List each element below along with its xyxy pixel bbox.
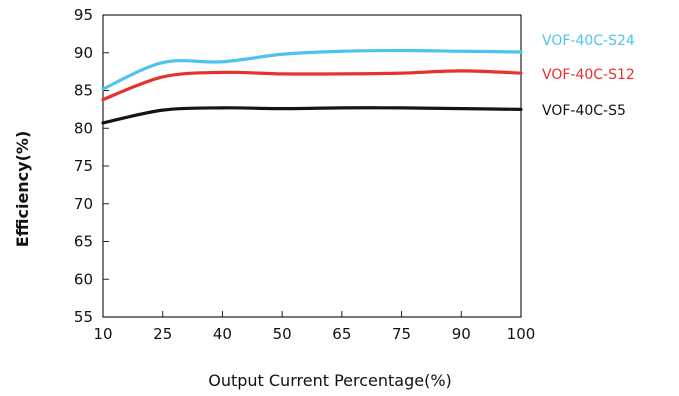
y-tick-label: 65 (74, 233, 93, 251)
series-lines (101, 48, 523, 125)
y-tick-label: 70 (74, 195, 93, 213)
x-tick-label: 10 (93, 325, 112, 343)
y-tick-label: 90 (74, 44, 93, 62)
y-tick-label: 85 (74, 82, 93, 100)
y-tick-label: 95 (74, 6, 93, 24)
plot-area (102, 14, 522, 318)
x-tick-label: 25 (153, 325, 172, 343)
y-axis-ticks: 95 90 85 80 75 70 65 60 55 (74, 6, 109, 326)
x-tick-label: 50 (273, 325, 292, 343)
series-line-vof-40c-s12 (101, 69, 523, 102)
x-tick-label: 100 (507, 325, 536, 343)
y-tick-label: 60 (74, 270, 93, 288)
legend-item-vof-40c-s5: VOF-40C-S5 (542, 103, 626, 119)
y-tick-label: 80 (74, 119, 93, 137)
x-tick-label: 90 (452, 325, 471, 343)
series-line-vof-40c-s24 (101, 48, 523, 91)
x-tick-label: 65 (332, 325, 351, 343)
legend-item-vof-40c-s24: VOF-40C-S24 (542, 33, 635, 49)
y-tick-label: 55 (74, 308, 93, 326)
y-axis-title: Efficiency(%) (13, 131, 32, 248)
x-tick-label: 75 (392, 325, 411, 343)
y-tick-label: 75 (74, 157, 93, 175)
legend: VOF-40C-S24 VOF-40C-S12 VOF-40C-S5 (542, 33, 635, 119)
legend-item-vof-40c-s12: VOF-40C-S12 (542, 67, 635, 83)
series-line-vof-40c-s5 (101, 106, 523, 125)
plot-border (102, 14, 522, 318)
x-axis-ticks: 10 25 40 50 65 75 90 100 (93, 311, 535, 343)
x-axis-title: Output Current Percentage(%) (208, 371, 452, 390)
x-tick-label: 40 (213, 325, 232, 343)
